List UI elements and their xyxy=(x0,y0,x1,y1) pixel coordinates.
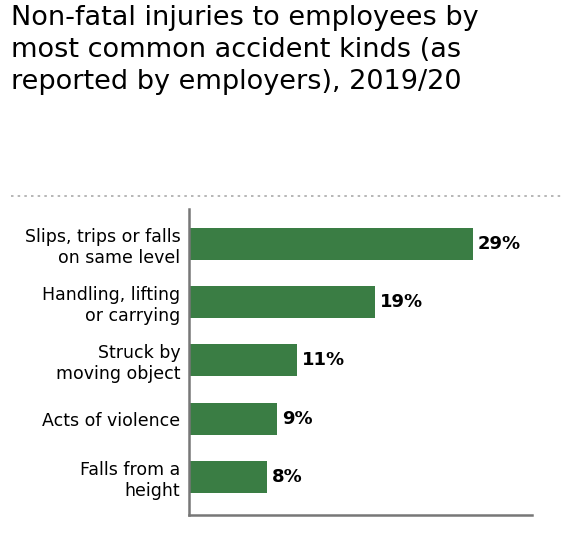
Bar xyxy=(189,286,375,318)
Bar xyxy=(189,403,277,435)
Bar xyxy=(189,228,473,260)
Text: 19%: 19% xyxy=(380,293,423,311)
Bar xyxy=(189,461,267,493)
Text: Non-fatal injuries to employees by
most common accident kinds (as
reported by em: Non-fatal injuries to employees by most … xyxy=(11,5,479,95)
Text: 9%: 9% xyxy=(282,410,312,428)
Text: 11%: 11% xyxy=(301,351,345,369)
Bar xyxy=(189,344,297,376)
Text: 8%: 8% xyxy=(272,468,303,486)
Text: 29%: 29% xyxy=(478,235,521,253)
